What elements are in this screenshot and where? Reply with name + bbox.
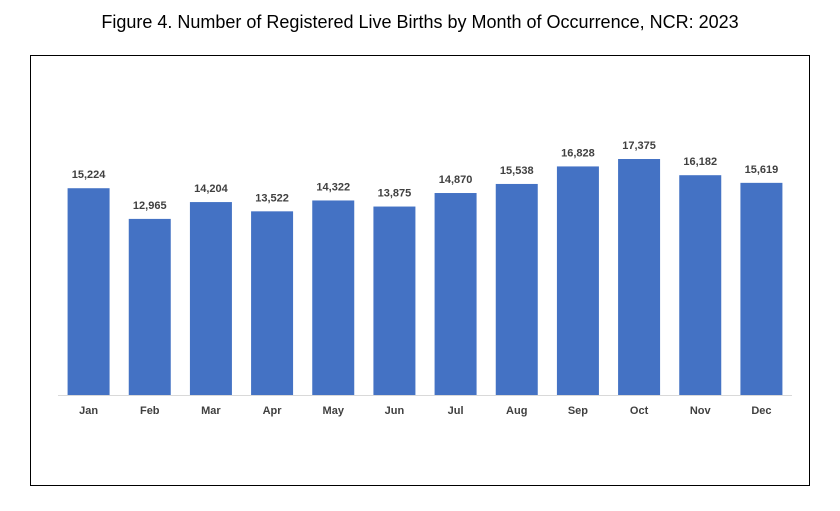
bars-layer	[67, 159, 783, 395]
bar-mar	[189, 202, 232, 395]
data-label-oct: 17,375	[622, 140, 656, 152]
bar-dec	[740, 182, 783, 395]
x-tick-label-aug: Aug	[506, 405, 527, 417]
x-axis-ticks-layer: Jan Feb Mar Apr May Jun Jul Aug Sep Oct Nov Dec	[79, 405, 771, 417]
data-label-jan: 15,224	[72, 169, 107, 181]
data-label-aug: 15,538	[500, 165, 534, 177]
bar-jul	[434, 193, 477, 395]
data-label-may: 14,322	[316, 181, 350, 193]
bar-feb	[128, 218, 171, 395]
data-label-jul: 14,870	[439, 174, 473, 186]
data-label-feb: 12,965	[133, 200, 167, 212]
bar-jan	[67, 188, 110, 395]
data-label-jun: 13,875	[378, 188, 412, 200]
bar-aug	[495, 183, 538, 395]
bar-oct	[618, 159, 661, 395]
x-tick-label-feb: Feb	[140, 405, 160, 417]
data-label-dec: 15,619	[745, 164, 779, 176]
bar-may	[312, 200, 355, 395]
x-tick-label-dec: Dec	[751, 405, 771, 417]
bar-sep	[556, 166, 599, 395]
chart-title: Figure 4. Number of Registered Live Birt…	[101, 12, 739, 32]
bar-apr	[251, 211, 294, 395]
data-label-sep: 16,828	[561, 147, 595, 159]
x-tick-label-apr: Apr	[263, 405, 283, 417]
data-labels-layer: 15,224 12,965 14,204 13,522 14,322 13,875 14,8…	[72, 140, 778, 212]
data-label-apr: 13,522	[255, 192, 289, 204]
x-tick-label-oct: Oct	[630, 405, 649, 417]
data-label-nov: 16,182	[683, 156, 717, 168]
x-tick-label-mar: Mar	[201, 405, 221, 417]
x-tick-label-sep: Sep	[568, 405, 588, 417]
bar-nov	[679, 175, 722, 395]
x-tick-label-nov: Nov	[690, 405, 712, 417]
x-tick-label-jan: Jan	[79, 405, 98, 417]
x-tick-label-may: May	[323, 405, 345, 417]
x-tick-label-jul: Jul	[448, 405, 464, 417]
x-tick-label-jun: Jun	[385, 405, 405, 417]
bar-jun	[373, 206, 416, 395]
data-label-mar: 14,204	[194, 183, 229, 195]
